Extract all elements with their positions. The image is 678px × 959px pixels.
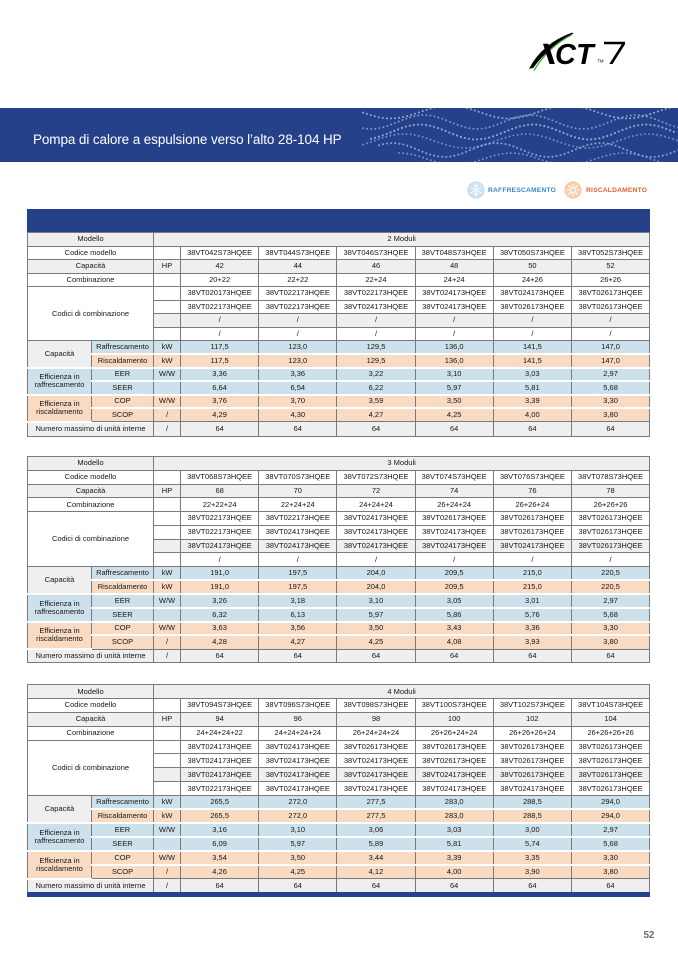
svg-text:TM: TM: [598, 59, 605, 64]
svg-text:CT: CT: [555, 39, 596, 71]
